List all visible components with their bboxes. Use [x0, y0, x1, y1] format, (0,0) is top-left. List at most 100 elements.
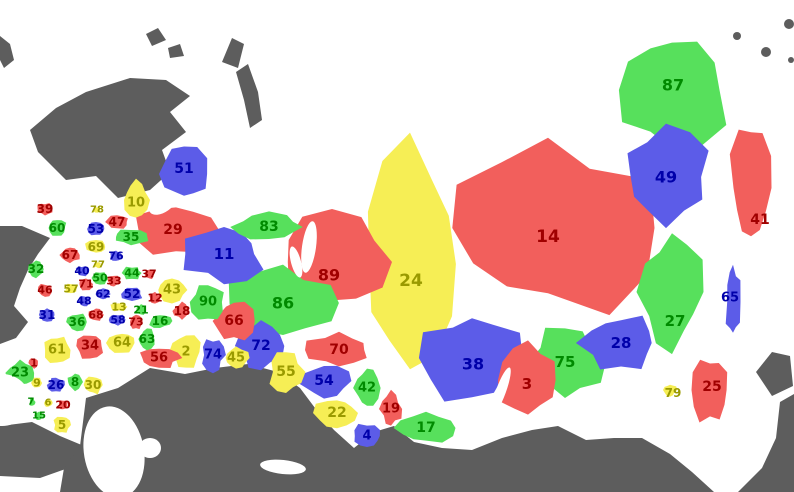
- region-label-38: 38: [462, 355, 484, 374]
- region-49[interactable]: [627, 123, 709, 229]
- region-39[interactable]: [37, 203, 53, 216]
- region-label-36: 36: [69, 315, 86, 329]
- region-70[interactable]: [305, 331, 367, 367]
- region-21[interactable]: [135, 304, 146, 315]
- ob-gulf: [301, 221, 317, 273]
- region-13[interactable]: [110, 303, 128, 312]
- region-label-11: 11: [214, 245, 235, 263]
- region-65[interactable]: [725, 264, 741, 333]
- region-62[interactable]: [95, 288, 111, 300]
- region-40[interactable]: [75, 266, 89, 277]
- region-35[interactable]: [115, 229, 149, 246]
- region-55[interactable]: [269, 352, 306, 393]
- region-30[interactable]: [83, 376, 103, 395]
- region-16[interactable]: [149, 315, 173, 328]
- region-64[interactable]: [106, 333, 135, 353]
- region-66[interactable]: [212, 301, 255, 341]
- region-54[interactable]: [294, 365, 352, 399]
- region-33[interactable]: [107, 275, 120, 287]
- region-63[interactable]: [138, 328, 155, 351]
- region-label-51: 51: [174, 161, 193, 177]
- region-36[interactable]: [66, 313, 87, 332]
- region-44[interactable]: [121, 266, 142, 280]
- region-78[interactable]: [94, 206, 101, 213]
- region-42[interactable]: [353, 368, 381, 406]
- region-1[interactable]: [28, 358, 38, 369]
- region-9[interactable]: [31, 377, 43, 388]
- japan-hokkaido: [756, 352, 793, 396]
- region-56[interactable]: [140, 348, 183, 368]
- region-86[interactable]: [228, 264, 339, 335]
- region-26[interactable]: [46, 377, 65, 392]
- region-label-60: 60: [49, 221, 66, 235]
- region-52[interactable]: [121, 287, 143, 301]
- region-79[interactable]: [663, 384, 678, 397]
- region-20[interactable]: [58, 400, 68, 410]
- region-68[interactable]: [88, 308, 104, 321]
- region-label-8: 8: [71, 375, 79, 389]
- turkey-caucasus: [0, 422, 84, 478]
- region-74[interactable]: [202, 339, 226, 374]
- region-50[interactable]: [91, 272, 110, 285]
- region-38[interactable]: [418, 318, 523, 402]
- aral-sea: [139, 438, 161, 458]
- region-32[interactable]: [27, 260, 44, 279]
- region-label-23: 23: [11, 366, 29, 381]
- region-label-40: 40: [74, 265, 90, 278]
- region-58[interactable]: [108, 314, 126, 326]
- region-17[interactable]: [393, 411, 456, 443]
- region-label-63: 63: [139, 332, 156, 346]
- region-label-45: 45: [227, 351, 245, 366]
- region-69[interactable]: [85, 240, 106, 253]
- region-25[interactable]: [691, 359, 728, 423]
- region-41[interactable]: [729, 129, 772, 237]
- region-87[interactable]: [618, 41, 727, 149]
- region-73[interactable]: [130, 314, 143, 330]
- region-60[interactable]: [48, 220, 67, 236]
- region-31[interactable]: [38, 308, 55, 322]
- region-47[interactable]: [105, 215, 128, 229]
- region-12[interactable]: [149, 291, 161, 304]
- region-57[interactable]: [64, 283, 77, 294]
- region-8[interactable]: [67, 373, 83, 392]
- region-34[interactable]: [76, 335, 103, 359]
- region-label-21: 21: [133, 304, 148, 317]
- region-51[interactable]: [159, 146, 208, 196]
- region-22[interactable]: [313, 400, 358, 429]
- region-label-61: 61: [48, 343, 66, 358]
- region-71[interactable]: [79, 278, 93, 291]
- bering-islands: [784, 19, 794, 29]
- region-24[interactable]: [367, 132, 456, 370]
- region-4[interactable]: [354, 423, 380, 447]
- region-10[interactable]: [124, 178, 150, 218]
- region-61[interactable]: [44, 336, 71, 363]
- region-77[interactable]: [95, 262, 101, 269]
- region-6[interactable]: [44, 399, 53, 407]
- region-15[interactable]: [34, 411, 44, 420]
- region-27[interactable]: [636, 233, 704, 355]
- region-28[interactable]: [575, 315, 652, 370]
- region-83[interactable]: [230, 211, 303, 240]
- region-90[interactable]: [189, 285, 224, 320]
- region-48[interactable]: [78, 296, 89, 307]
- region-label-89: 89: [318, 266, 340, 285]
- region-45[interactable]: [225, 346, 250, 369]
- region-19[interactable]: [379, 389, 403, 426]
- region-37[interactable]: [144, 269, 154, 280]
- novaya-zemlya: [222, 38, 244, 68]
- bering-islands: [761, 47, 771, 57]
- region-3[interactable]: [498, 340, 556, 415]
- region-67[interactable]: [59, 247, 80, 264]
- central-asia-mongolia-china: [60, 364, 714, 492]
- region-label-64: 64: [113, 336, 131, 351]
- region-18[interactable]: [172, 301, 190, 320]
- region-label-58: 58: [110, 314, 125, 327]
- region-76[interactable]: [110, 250, 123, 261]
- region-label-13: 13: [111, 301, 126, 314]
- region-46[interactable]: [37, 283, 52, 297]
- region-11[interactable]: [183, 227, 264, 285]
- region-14[interactable]: [452, 137, 655, 316]
- region-53[interactable]: [87, 222, 105, 236]
- region-43[interactable]: [158, 278, 188, 304]
- region-5[interactable]: [53, 416, 71, 433]
